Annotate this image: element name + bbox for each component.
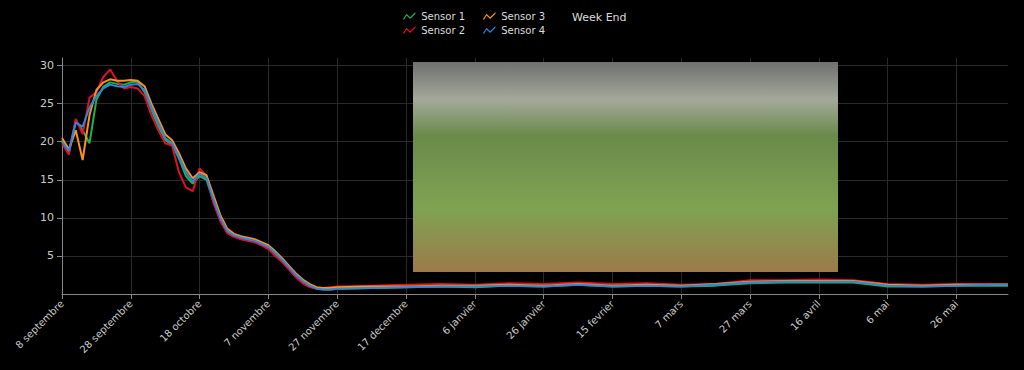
- svg-text:25: 25: [40, 97, 54, 110]
- svg-text:6 janvier: 6 janvier: [440, 297, 479, 336]
- svg-text:18 octobre: 18 octobre: [158, 298, 204, 344]
- svg-text:15 fevrier: 15 fevrier: [574, 297, 617, 340]
- svg-text:Sensor 4: Sensor 4: [501, 25, 545, 36]
- svg-text:27 mars: 27 mars: [717, 298, 754, 335]
- svg-text:7 mars: 7 mars: [653, 298, 685, 330]
- svg-text:6 mai: 6 mai: [864, 298, 892, 326]
- svg-text:Sensor 1: Sensor 1: [421, 11, 465, 22]
- svg-text:5: 5: [47, 249, 54, 262]
- svg-text:10: 10: [40, 211, 54, 224]
- svg-text:20: 20: [40, 135, 54, 148]
- svg-text:16 avril: 16 avril: [788, 298, 822, 332]
- svg-text:30: 30: [40, 59, 54, 72]
- svg-text:26 mai: 26 mai: [928, 298, 960, 330]
- svg-text:15: 15: [40, 173, 54, 186]
- svg-text:27 novembre: 27 novembre: [286, 298, 341, 353]
- svg-text:Week End: Week End: [572, 11, 627, 24]
- svg-text:17 decembre: 17 decembre: [355, 298, 410, 353]
- svg-text:Sensor 2: Sensor 2: [421, 25, 465, 36]
- svg-text:26 janvier: 26 janvier: [504, 297, 548, 341]
- svg-text:Sensor 3: Sensor 3: [501, 11, 545, 22]
- svg-text:7 novembre: 7 novembre: [222, 298, 272, 348]
- svg-text:28 septembre: 28 septembre: [78, 298, 135, 355]
- svg-text:8 septembre: 8 septembre: [13, 298, 66, 351]
